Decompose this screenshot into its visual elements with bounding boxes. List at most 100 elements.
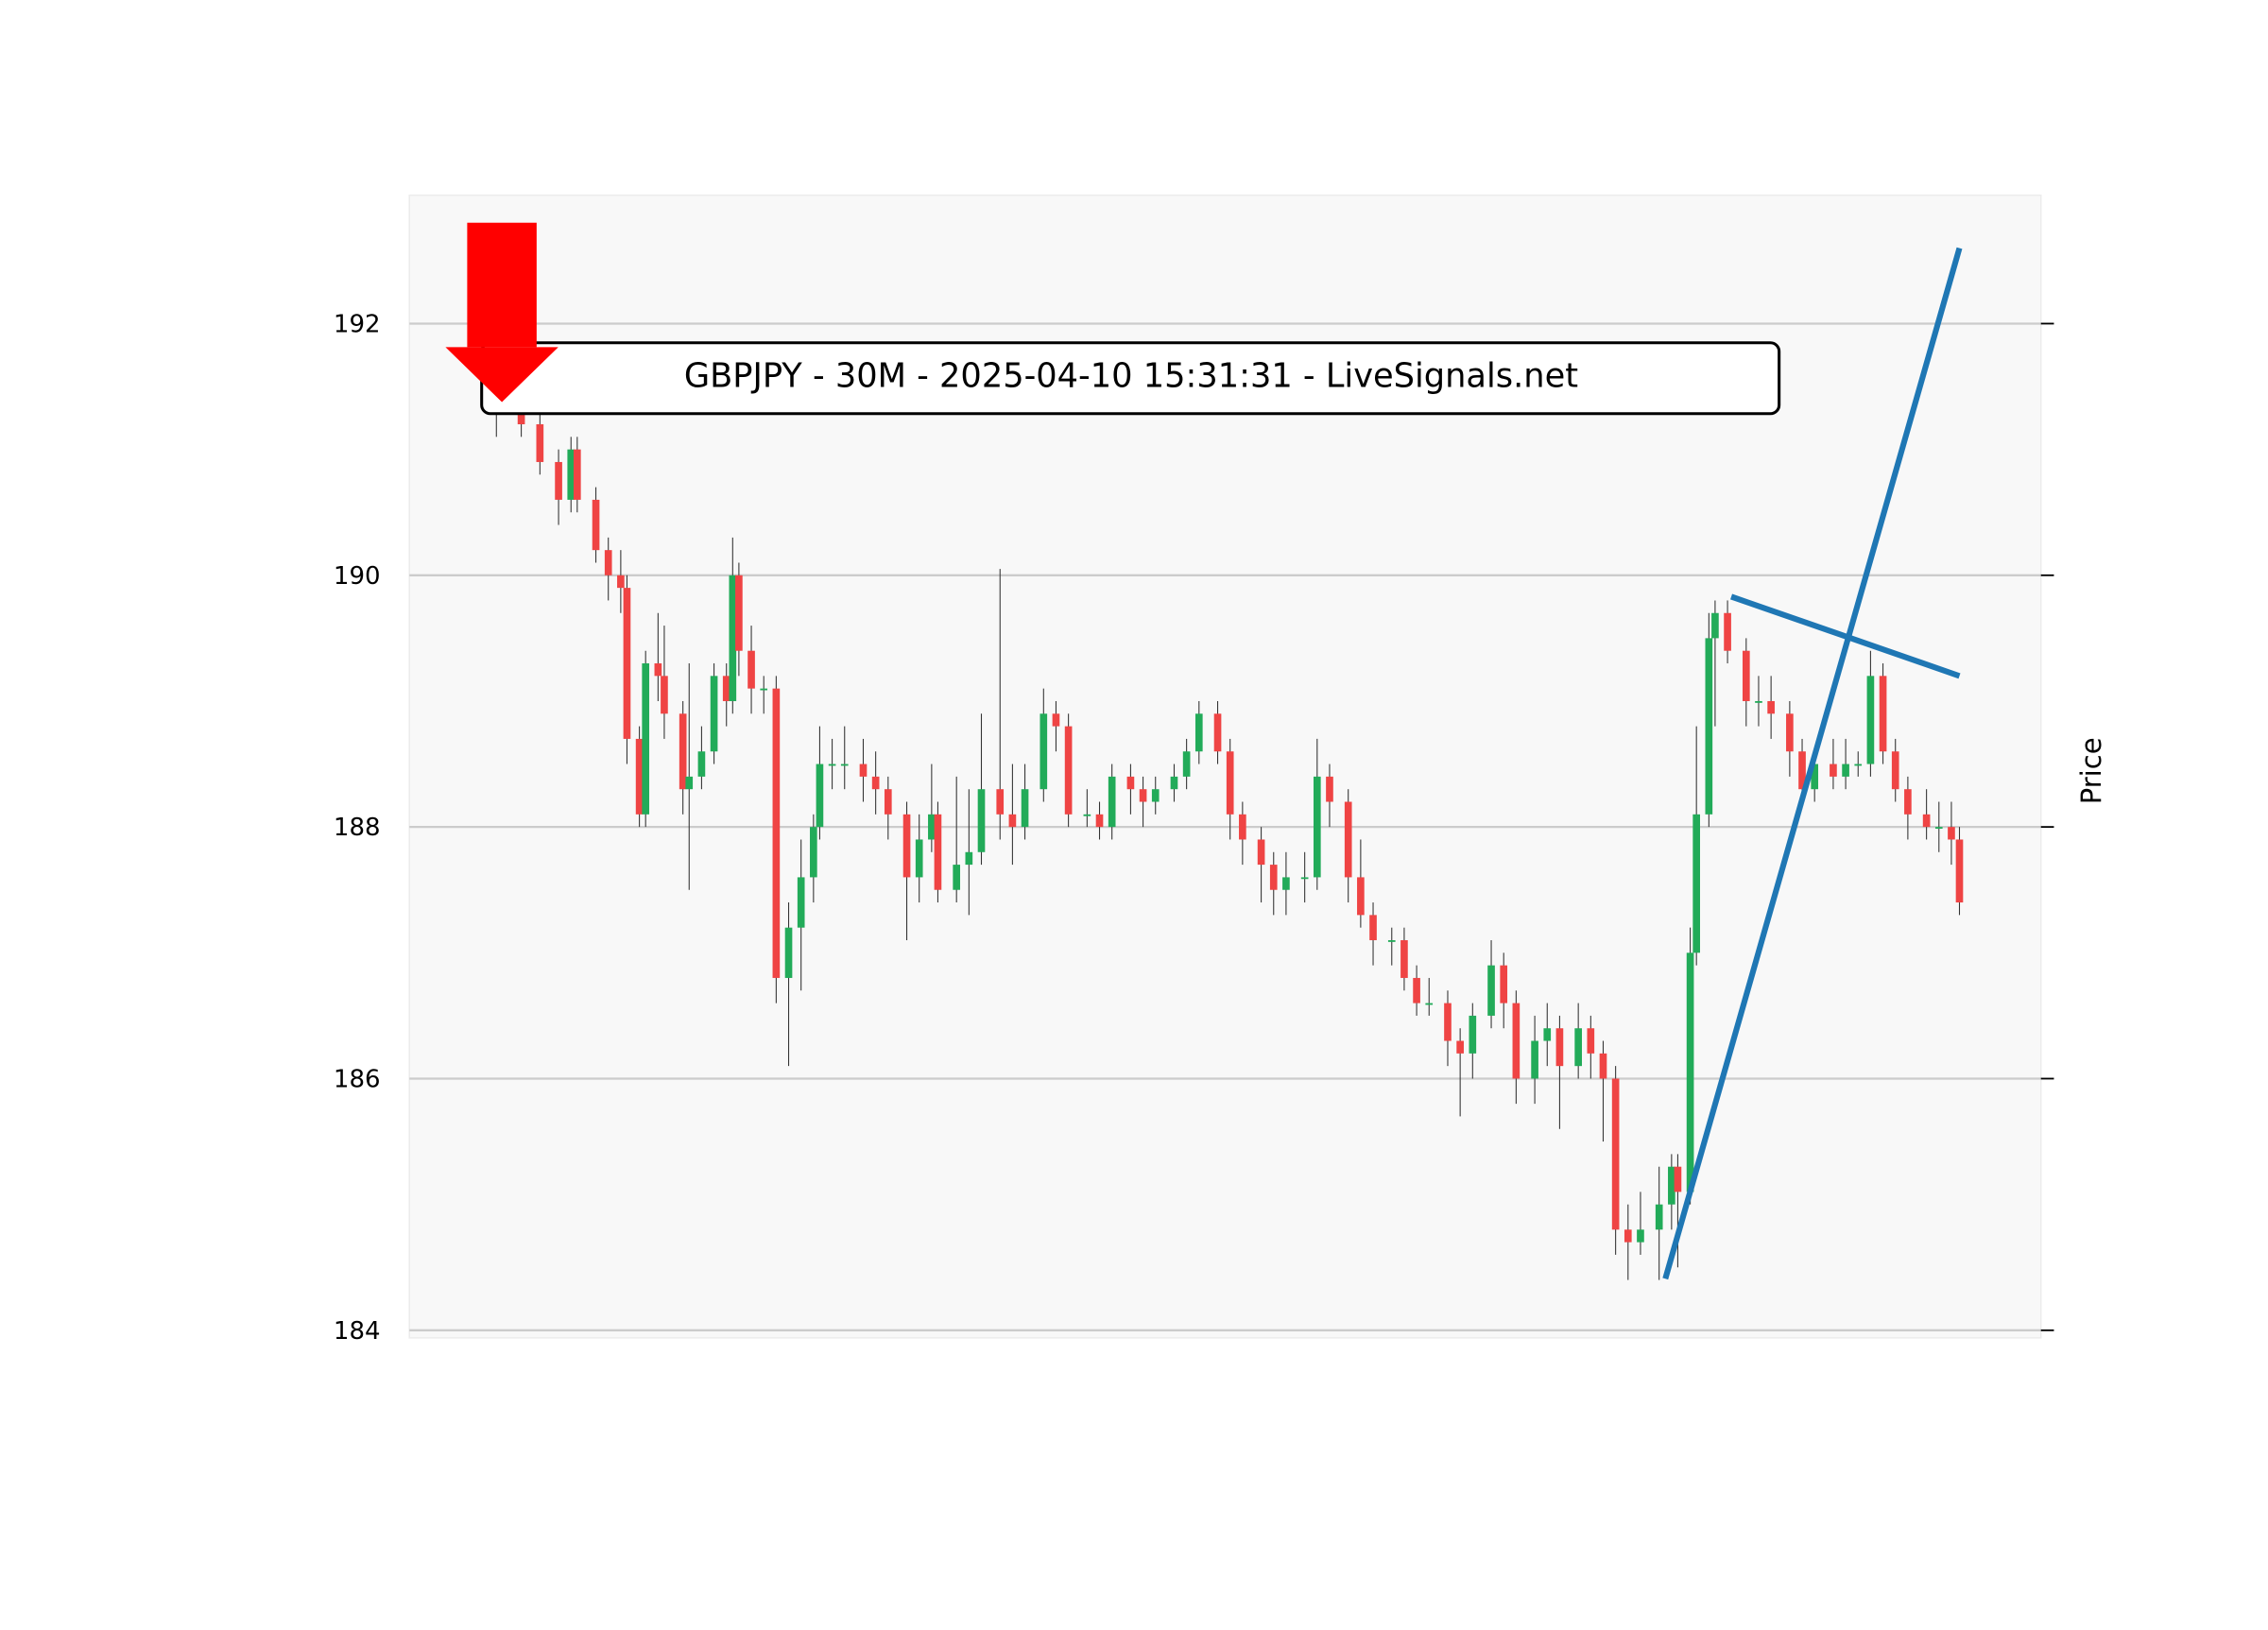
- candle-body: [1400, 939, 1408, 978]
- candle-body: [1469, 1015, 1477, 1054]
- arrow-head: [445, 347, 558, 403]
- candle-body: [760, 688, 768, 691]
- candle-body: [623, 588, 631, 739]
- candle-body: [536, 424, 544, 462]
- candle-body: [1170, 776, 1178, 790]
- arrow-shaft: [467, 222, 537, 348]
- candle-body: [953, 865, 961, 890]
- candle-body: [996, 789, 1005, 815]
- y-axis-label: Price: [2075, 737, 2107, 804]
- candle-body: [965, 851, 973, 866]
- candle-body: [1226, 751, 1234, 815]
- candle-body: [642, 663, 650, 815]
- candle-body: [1425, 1003, 1434, 1005]
- candle-body: [1282, 877, 1290, 890]
- candle-body: [1854, 764, 1863, 766]
- trend-line: [1662, 247, 1963, 1280]
- candle-body: [654, 663, 662, 677]
- candle-body: [1213, 713, 1222, 752]
- candle-body: [1904, 789, 1912, 815]
- candle-body: [617, 575, 625, 589]
- candle-body: [722, 676, 730, 701]
- candle-body: [1742, 650, 1750, 701]
- candle-body: [1182, 751, 1191, 777]
- candle-body: [1668, 1166, 1675, 1205]
- candle-body: [1151, 789, 1160, 802]
- candle-body: [1692, 814, 1701, 953]
- candle-body: [840, 764, 849, 766]
- candle-body: [784, 927, 793, 978]
- candle-body: [729, 575, 737, 701]
- candle-body: [679, 713, 687, 790]
- candle-body: [1543, 1028, 1552, 1041]
- candle-body: [1879, 676, 1887, 752]
- candle-body: [1239, 814, 1246, 840]
- y-tick-label: 188: [334, 814, 381, 842]
- candle-body: [573, 449, 581, 500]
- candle-body: [517, 411, 525, 425]
- candle-body: [1126, 776, 1135, 790]
- candle-body: [1052, 713, 1060, 727]
- candle-body: [1611, 1078, 1620, 1230]
- trend-line: [1730, 593, 1961, 679]
- candle-body: [1021, 789, 1029, 828]
- candle-body: [685, 776, 694, 790]
- candle-body: [1587, 1028, 1595, 1054]
- candle-body: [1655, 1204, 1663, 1230]
- candle-body: [635, 738, 644, 815]
- candle-body: [1257, 839, 1265, 866]
- candle-body: [661, 676, 668, 714]
- candle-body: [1512, 1003, 1521, 1079]
- candle-body: [1194, 713, 1203, 752]
- signal-arrow: [445, 222, 558, 403]
- candle-body: [1798, 751, 1806, 790]
- y-tick-label: 184: [334, 1317, 381, 1346]
- candle-body: [1555, 1028, 1564, 1067]
- candle-body: [710, 676, 718, 752]
- candle-body: [934, 814, 942, 890]
- candle-body: [1705, 638, 1713, 815]
- candle-body: [1891, 751, 1899, 790]
- candle-body: [747, 650, 755, 689]
- candle-body: [1755, 700, 1762, 703]
- candle-body: [1326, 776, 1333, 802]
- candle-body: [1387, 939, 1396, 942]
- candle-body: [1369, 915, 1377, 940]
- candle-body: [1008, 814, 1017, 828]
- candle-body: [1948, 827, 1955, 840]
- candle-body: [592, 499, 600, 551]
- candle-body: [735, 575, 743, 651]
- candle-body: [1811, 764, 1819, 790]
- chart-title: GBPJPY - 30M - 2025-04-10 15:31:31 - Liv…: [684, 356, 1578, 395]
- candle-body: [1637, 1229, 1644, 1243]
- candle-body: [828, 764, 836, 766]
- candle-body: [1313, 776, 1321, 878]
- candle-body: [1786, 713, 1794, 752]
- candle-body: [567, 449, 576, 500]
- candle-body: [1357, 877, 1365, 916]
- candle-body: [1108, 776, 1116, 828]
- candle-body: [1686, 952, 1694, 1192]
- candle-body: [1922, 814, 1931, 828]
- candle-body: [1711, 612, 1719, 639]
- candle-body: [1500, 965, 1508, 1004]
- candle-body: [1040, 713, 1048, 790]
- candle-body: [697, 751, 706, 777]
- candle-body: [1139, 789, 1147, 802]
- candle-body: [1487, 965, 1495, 1016]
- candle-body: [1531, 1040, 1538, 1079]
- candle-body: [915, 839, 923, 878]
- y-tick-label: 192: [334, 310, 381, 338]
- candle-body: [1624, 1229, 1632, 1243]
- candle-body: [1095, 814, 1104, 828]
- candle-body: [1599, 1053, 1607, 1079]
- candle-body: [604, 550, 612, 575]
- candle-body: [1724, 612, 1731, 651]
- candle-body: [1830, 764, 1837, 777]
- candle-body: [810, 827, 817, 878]
- candle-body: [1456, 1040, 1464, 1054]
- candle-body: [871, 776, 880, 790]
- candle-body: [1866, 676, 1875, 764]
